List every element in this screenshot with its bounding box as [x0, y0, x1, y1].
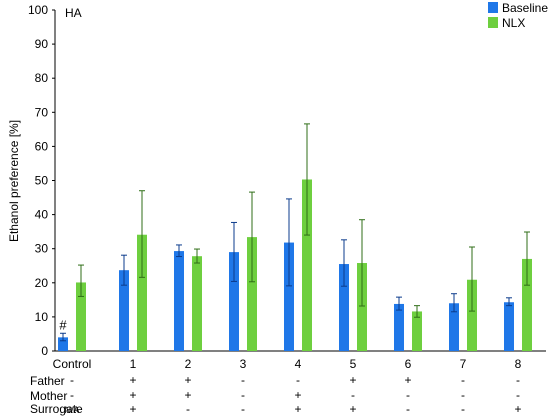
condition-value: + [129, 373, 136, 387]
condition-value: - [461, 388, 465, 402]
condition-value: - [516, 373, 520, 387]
x-tick-label: 2 [185, 357, 192, 371]
condition-value: - [70, 388, 74, 402]
y-tick-label: 20 [35, 276, 49, 290]
condition-row-label: Surrogate [30, 402, 83, 416]
bar-nlx-6 [412, 311, 422, 351]
bar-baseline-3 [229, 252, 239, 351]
bar-nlx-7 [467, 279, 477, 351]
x-tick-label: 3 [240, 357, 247, 371]
condition-value: - [241, 388, 245, 402]
bar-baseline-5 [339, 264, 349, 351]
axes-layer [52, 9, 546, 352]
condition-row-label: Father [30, 374, 65, 388]
legend-swatch-baseline [488, 2, 498, 13]
condition-value: + [349, 373, 356, 387]
y-tick-label: 10 [35, 310, 49, 324]
legend-label-nlx: NLX [502, 16, 525, 30]
condition-value: - [516, 388, 520, 402]
bar-nlx-2 [192, 256, 202, 351]
y-tick-label: 40 [35, 208, 49, 222]
x-tick-label: 7 [460, 357, 467, 371]
condition-value: + [184, 388, 191, 402]
condition-value: - [70, 373, 74, 387]
condition-value: + [184, 373, 191, 387]
x-tick-label: 4 [295, 357, 302, 371]
condition-value: + [129, 388, 136, 402]
y-tick-label: 70 [35, 105, 49, 119]
legend-swatch-nlx [488, 17, 498, 28]
chart-annotation-label: HA [65, 6, 82, 20]
legend-label-baseline: Baseline [502, 1, 548, 15]
condition-value: + [294, 402, 301, 416]
bar-nlx-1 [137, 234, 147, 351]
bar-nlx-5 [357, 263, 367, 351]
condition-row-label: Mother [30, 389, 67, 403]
condition-value: - [186, 402, 190, 416]
condition-value: + [514, 402, 521, 416]
bar-annotation: # [59, 317, 67, 332]
labels-layer: 0 10 20 30 40 50 60 70 80 90 100 # Control 1 2 3 4 5 6 7 8 Fa… [28, 3, 522, 416]
bar-nlx-8 [522, 258, 532, 351]
bar-baseline-control [58, 337, 68, 351]
bar-baseline-1 [119, 270, 129, 351]
bar-nlx-3 [247, 237, 257, 351]
bar-baseline-7 [449, 303, 459, 351]
condition-value: - [296, 373, 300, 387]
y-tick-label: 90 [35, 37, 49, 51]
y-tick-label: 50 [35, 174, 49, 188]
condition-value: + [349, 402, 356, 416]
condition-value: - [461, 402, 465, 416]
y-tick-label: 100 [28, 3, 48, 17]
condition-value: + [294, 388, 301, 402]
condition-value: - [241, 402, 245, 416]
condition-value: N/A [64, 405, 79, 415]
bar-nlx-4 [302, 179, 312, 351]
legend: Baseline NLX [488, 1, 548, 30]
bar-baseline-8 [504, 302, 514, 351]
condition-value: - [351, 388, 355, 402]
x-tick-label: 6 [405, 357, 412, 371]
x-tick-label: 8 [515, 357, 522, 371]
x-tick-label: 1 [130, 357, 137, 371]
bar-baseline-4 [284, 242, 294, 351]
bar-baseline-2 [174, 251, 184, 351]
bar-nlx-control [76, 282, 86, 351]
x-tick-label: Control [53, 357, 92, 371]
x-tick-label: 5 [350, 357, 357, 371]
y-axis-label: Ethanol preference [%] [7, 120, 21, 242]
y-tick-label: 60 [35, 139, 49, 153]
condition-value: - [406, 402, 410, 416]
y-tick-label: 80 [35, 71, 49, 85]
bars-layer [58, 123, 532, 351]
bar-baseline-6 [394, 303, 404, 351]
condition-value: + [129, 402, 136, 416]
y-tick-label: 30 [35, 242, 49, 256]
y-tick-label: 0 [41, 344, 48, 358]
condition-value: + [404, 373, 411, 387]
condition-value: - [461, 373, 465, 387]
condition-value: - [241, 373, 245, 387]
condition-value: - [406, 388, 410, 402]
